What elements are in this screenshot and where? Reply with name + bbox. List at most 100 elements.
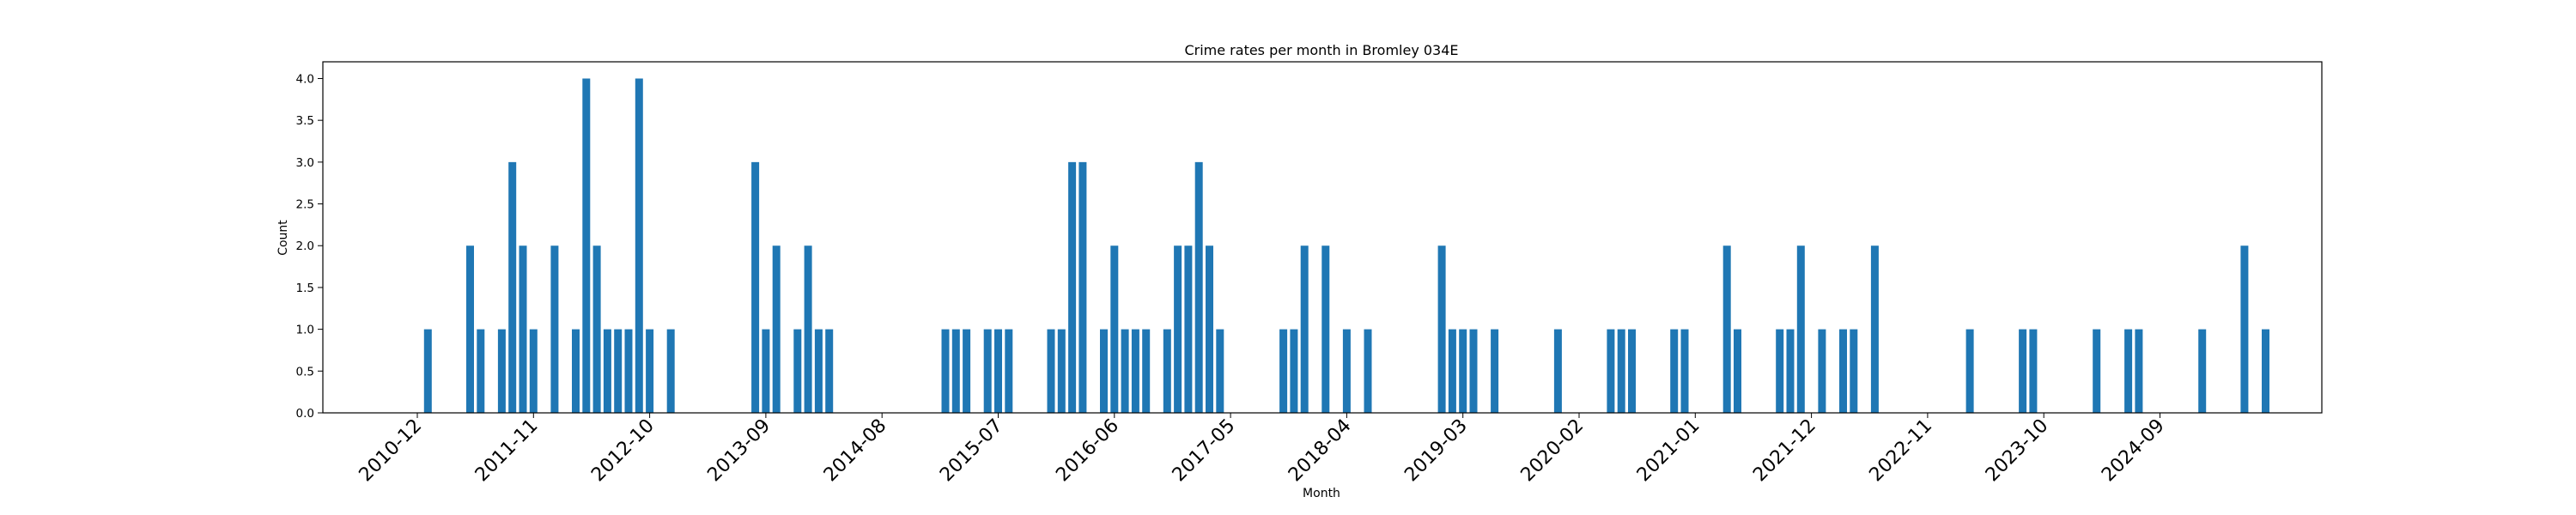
y-tick-label-1.0: 1.0 <box>296 324 314 337</box>
x-tick-label-2020-02: 2020-02 <box>1517 415 1589 487</box>
bar-2024-07 <box>2135 329 2143 413</box>
bar-2015-07 <box>994 329 1002 413</box>
bar-2023-03 <box>1965 329 1974 413</box>
bar-2023-09 <box>2029 329 2038 413</box>
bar-2019-06 <box>1491 329 1499 413</box>
y-tick-label-1.5: 1.5 <box>296 282 314 295</box>
bar-2025-01 <box>2198 329 2207 413</box>
y-tick-label-3.5: 3.5 <box>296 114 314 128</box>
bar-2011-05 <box>466 245 474 413</box>
x-axis-label: Month <box>1303 487 1340 500</box>
x-tick-label-2021-01: 2021-01 <box>1633 415 1704 487</box>
bar-2016-07 <box>1121 329 1129 413</box>
bar-2019-02 <box>1448 329 1456 413</box>
x-tick-label-2021-12: 2021-12 <box>1749 415 1820 487</box>
bar-2012-09 <box>635 78 643 413</box>
x-tick-label-2023-10: 2023-10 <box>1982 415 2053 487</box>
bar-2017-10 <box>1279 329 1288 413</box>
bar-2018-06 <box>1364 329 1372 413</box>
bar-2016-11 <box>1163 329 1171 413</box>
bar-2020-12 <box>1680 329 1689 413</box>
bar-2012-05 <box>592 245 601 413</box>
x-tick-label-2015-07: 2015-07 <box>936 415 1007 487</box>
bar-2012-01 <box>550 245 559 413</box>
bar-2022-04 <box>1850 329 1858 413</box>
bar-2012-12 <box>666 329 675 413</box>
x-tick-label-2017-05: 2017-05 <box>1169 415 1240 487</box>
bar-2023-08 <box>2019 329 2027 413</box>
bar-2018-02 <box>1321 245 1330 413</box>
bar-2014-01 <box>804 245 812 413</box>
bar-2012-03 <box>572 329 580 413</box>
bar-2022-01 <box>1818 329 1826 413</box>
x-tick-label-2019-03: 2019-03 <box>1400 415 1472 487</box>
bar-2012-07 <box>614 329 623 413</box>
y-tick-label-3.0: 3.0 <box>296 156 314 170</box>
x-tick-label-2013-09: 2013-09 <box>703 415 775 487</box>
bar-2019-04 <box>1469 329 1478 413</box>
bar-2025-05 <box>2240 245 2249 413</box>
bar-2015-08 <box>1005 329 1013 413</box>
bar-2017-02 <box>1194 161 1203 414</box>
bar-2016-01 <box>1057 329 1066 413</box>
bar-2014-02 <box>814 329 823 413</box>
bar-2017-11 <box>1290 329 1298 413</box>
x-axis: 2010-12 2011-11 2012-10 2013-09 2014-08 2015-… <box>355 413 2169 486</box>
bar-2019-01 <box>1437 245 1446 413</box>
x-tick-label-2018-04: 2018-04 <box>1285 415 1356 487</box>
bar-2017-04 <box>1216 329 1224 413</box>
bar-2022-06 <box>1870 245 1879 413</box>
x-tick-label-2022-11: 2022-11 <box>1865 415 1936 487</box>
bar-2011-08 <box>497 329 506 413</box>
y-tick-label-0.5: 0.5 <box>296 365 314 379</box>
bar-2016-02 <box>1068 161 1077 414</box>
bar-2016-12 <box>1174 245 1182 413</box>
bar-2015-12 <box>1047 329 1055 413</box>
y-axis-label: Count <box>276 220 290 256</box>
bar-2021-11 <box>1796 245 1805 413</box>
bar-2015-06 <box>983 329 992 413</box>
bar-2019-03 <box>1459 329 1467 413</box>
bar-2011-01 <box>423 329 432 413</box>
plot-frame <box>322 61 2323 414</box>
bar-2017-12 <box>1300 245 1309 413</box>
bar-2019-12 <box>1553 329 1562 413</box>
bar-2020-05 <box>1607 329 1615 413</box>
bars-group <box>423 78 2269 414</box>
y-axis: 0.0 0.5 1.0 1.5 2.0 2.5 3.0 3.5 4.0 <box>296 72 323 421</box>
bar-2013-08 <box>751 161 760 414</box>
x-tick-label-2014-08: 2014-08 <box>820 415 891 487</box>
bar-2016-03 <box>1078 161 1087 414</box>
y-tick-label-4.0: 4.0 <box>296 72 314 86</box>
bar-2011-10 <box>519 245 527 413</box>
bar-2021-09 <box>1776 329 1784 413</box>
bar-2025-07 <box>2262 329 2269 413</box>
bar-2013-12 <box>793 329 802 413</box>
bar-2021-04 <box>1722 245 1731 413</box>
bar-2021-10 <box>1786 329 1795 413</box>
y-tick-label-0.0: 0.0 <box>296 407 314 421</box>
bar-2015-04 <box>963 329 971 413</box>
bar-2012-06 <box>603 329 611 413</box>
bar-2013-09 <box>762 329 770 413</box>
bar-2014-03 <box>825 329 834 413</box>
bar-2017-01 <box>1184 245 1193 413</box>
y-tick-label-2.5: 2.5 <box>296 198 314 212</box>
bar-2021-05 <box>1734 329 1741 413</box>
y-tick-label-2.0: 2.0 <box>296 239 314 253</box>
bar-2015-03 <box>951 329 960 413</box>
bar-2013-10 <box>772 245 781 413</box>
bar-2020-11 <box>1670 329 1679 413</box>
x-tick-label-2010-12: 2010-12 <box>355 415 427 487</box>
bar-2020-07 <box>1628 329 1636 413</box>
bar-2016-05 <box>1100 329 1108 413</box>
x-tick-label-2011-11: 2011-11 <box>471 415 543 487</box>
x-tick-label-2024-09: 2024-09 <box>2098 415 2169 487</box>
bar-2012-04 <box>582 78 591 413</box>
bar-2024-03 <box>2093 329 2101 413</box>
bar-2024-06 <box>2124 329 2133 413</box>
bar-2020-06 <box>1617 329 1625 413</box>
x-tick-label-2012-10: 2012-10 <box>587 415 659 487</box>
bar-2022-03 <box>1839 329 1847 413</box>
